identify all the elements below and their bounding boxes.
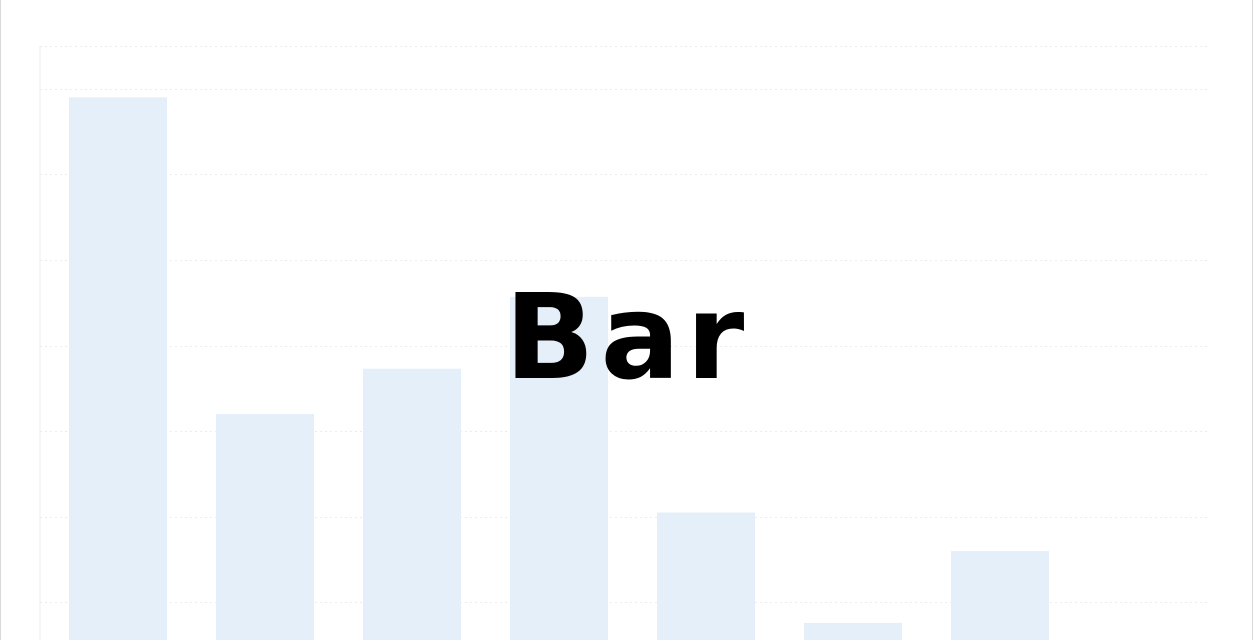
bar-5 (657, 512, 755, 640)
bars (69, 97, 1049, 640)
bar-2 (216, 414, 314, 640)
bar-7 (951, 551, 1049, 640)
bar-3 (363, 368, 461, 640)
bar-6 (804, 622, 902, 640)
bar-4 (510, 296, 608, 640)
gridlines (39, 46, 1210, 640)
bar-1 (69, 97, 167, 640)
